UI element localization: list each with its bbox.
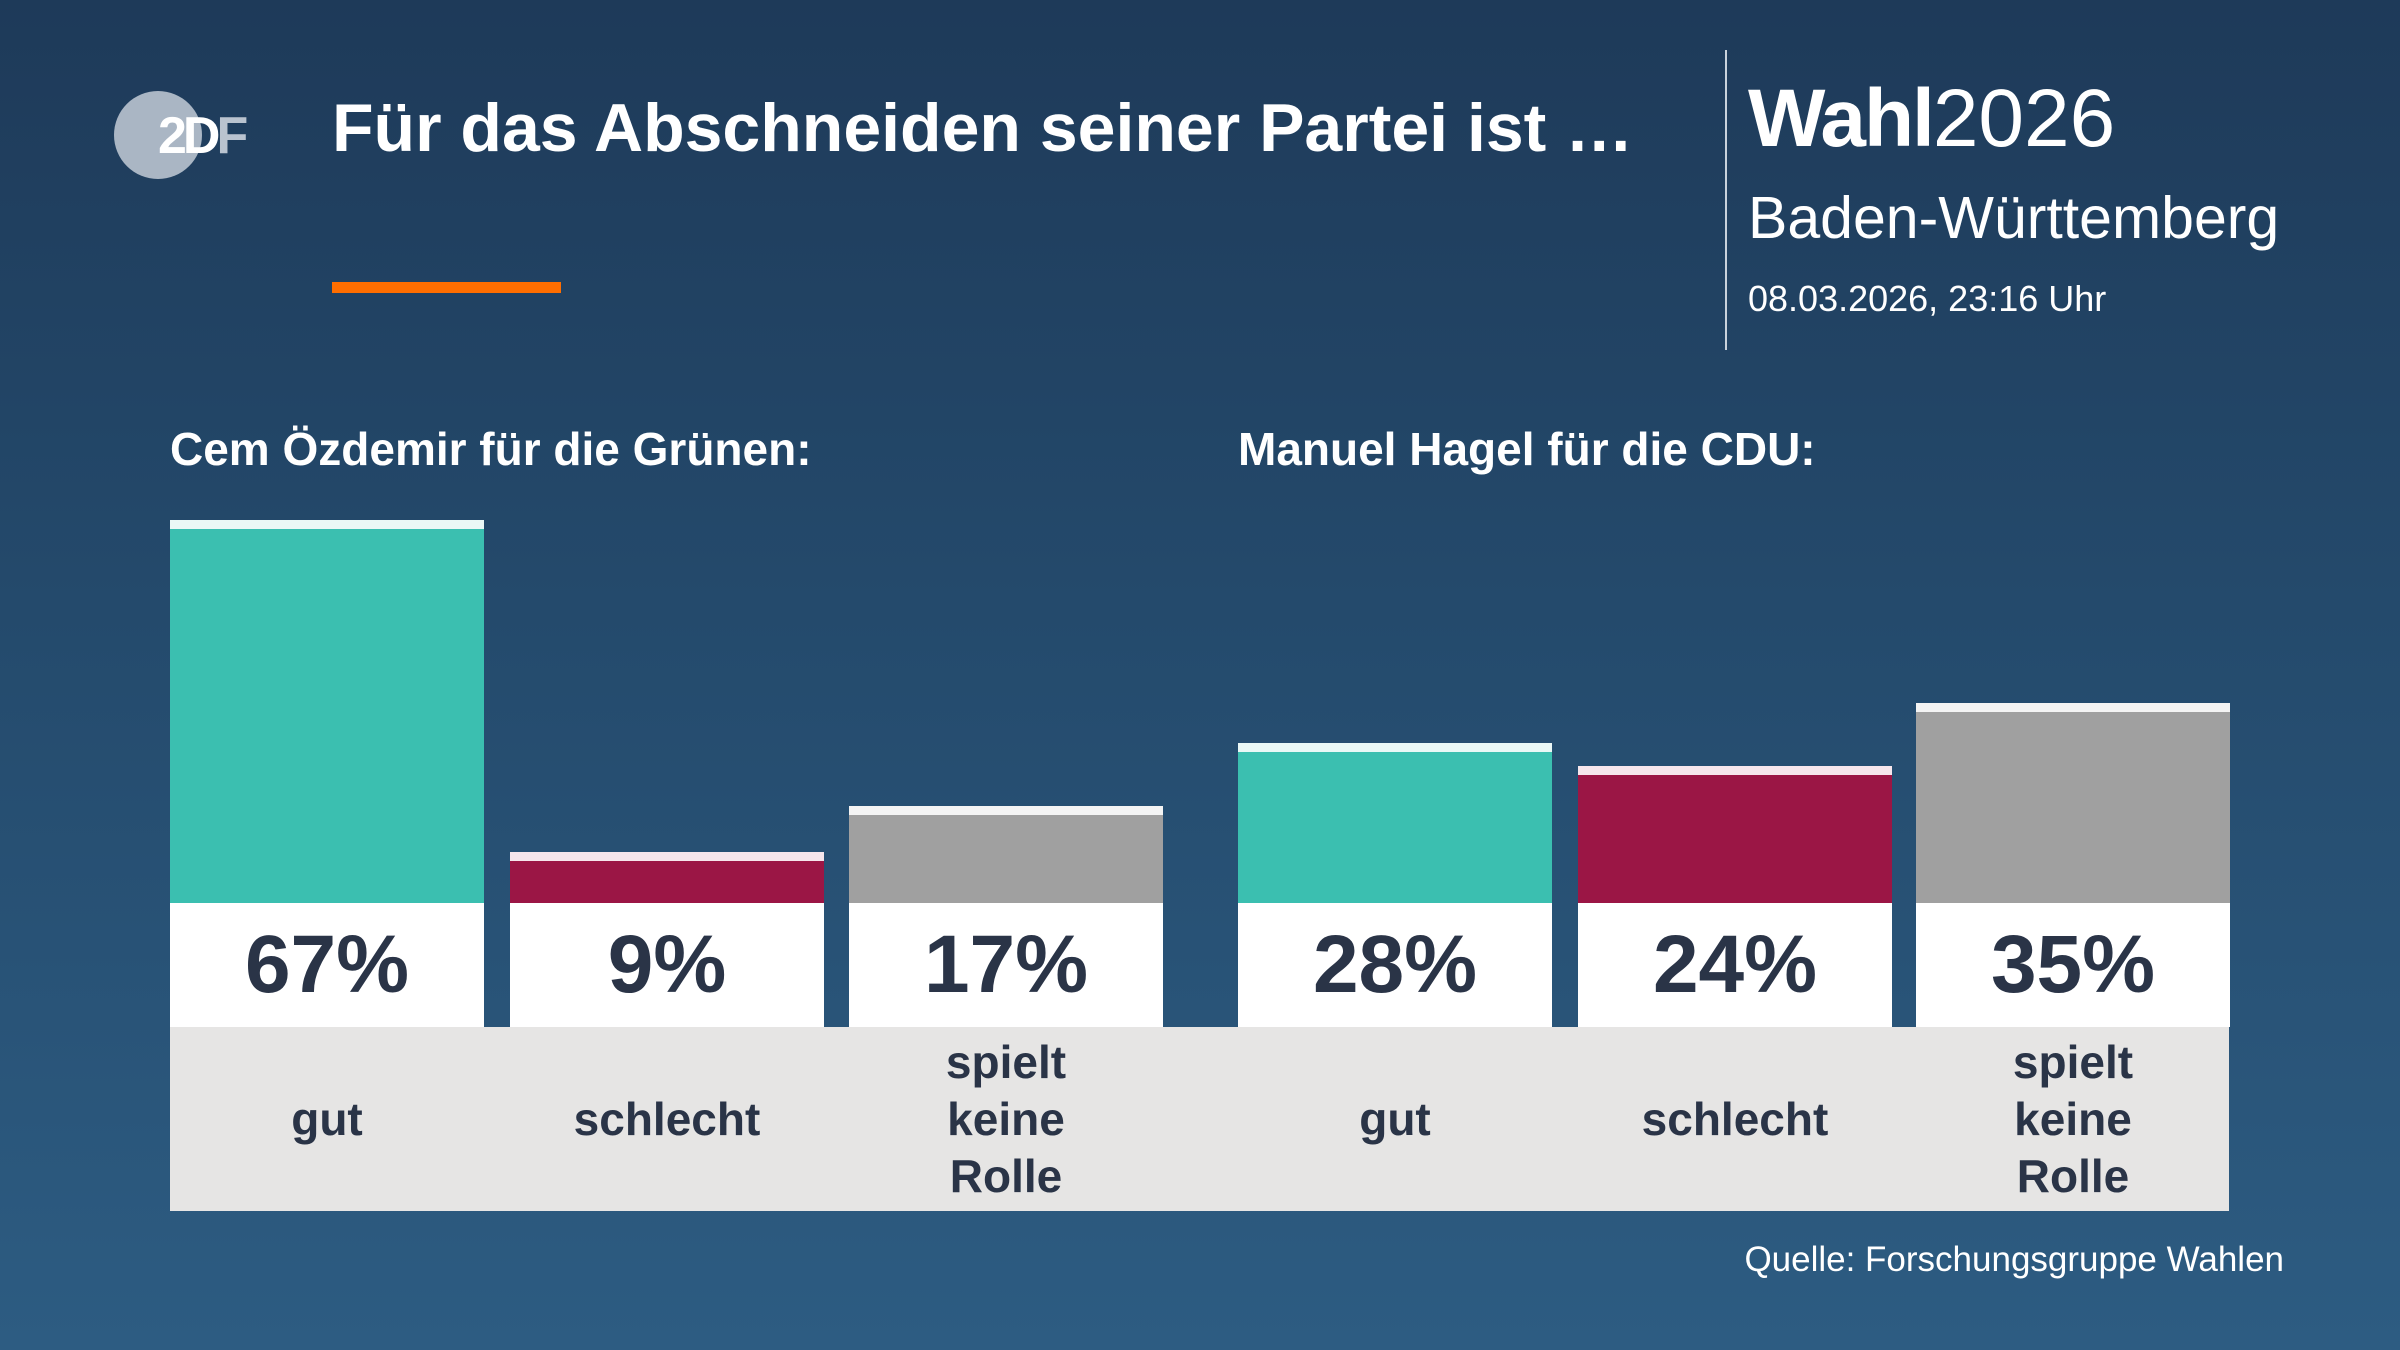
data-label: 35% <box>1916 903 2230 1027</box>
bar-cap <box>1916 702 2230 712</box>
title-accent-line <box>332 282 561 293</box>
source-note: Quelle: Forschungsgruppe Wahlen <box>1744 1240 2284 1279</box>
data-label: 24% <box>1578 903 1892 1027</box>
category-label-band <box>170 1027 2229 1211</box>
bar-gut <box>1238 742 1552 903</box>
category-label: gut <box>1359 1092 1431 1145</box>
bar-cap <box>849 805 1163 815</box>
bar-cap <box>1238 742 1552 752</box>
timestamp: 08.03.2026, 23:16 Uhr <box>1748 278 2107 319</box>
bar-schlecht <box>1578 765 1892 903</box>
bar-spielt-keine-Rolle <box>1916 702 2230 903</box>
page-title: Für das Abschneiden seiner Partei ist … <box>332 90 1634 166</box>
category-label: schlecht <box>573 1092 761 1145</box>
data-label: 17% <box>849 903 1163 1027</box>
header-divider <box>1725 50 1727 350</box>
chart-title-hagel: Manuel Hagel für die CDU: <box>1238 423 1816 475</box>
bar-cap <box>170 519 484 529</box>
bar-spielt-keine-Rolle <box>849 805 1163 903</box>
bar-cap <box>1578 765 1892 775</box>
zdf-logo <box>114 91 202 179</box>
chart-title-oezdemir: Cem Özdemir für die Grünen: <box>170 423 812 475</box>
brand-year: 2026 <box>1932 73 2116 164</box>
region-name: Baden-Württemberg <box>1748 185 2280 251</box>
category-label: schlecht <box>1641 1092 1829 1145</box>
category-label: spielt keine Rolle <box>945 1035 1067 1202</box>
category-label: gut <box>291 1092 363 1145</box>
category-label: spielt keine Rolle <box>2012 1035 2134 1202</box>
data-label: 28% <box>1238 903 1552 1027</box>
data-label: 9% <box>510 903 824 1027</box>
brand-wahl2026: Wahl2026 <box>1748 72 2115 166</box>
zdf-logo-text: 2DF <box>158 107 248 165</box>
bar-gut <box>170 519 484 903</box>
bar-cap <box>510 851 824 861</box>
data-label: 67% <box>170 903 484 1027</box>
brand-bold: Wahl <box>1748 73 1935 164</box>
